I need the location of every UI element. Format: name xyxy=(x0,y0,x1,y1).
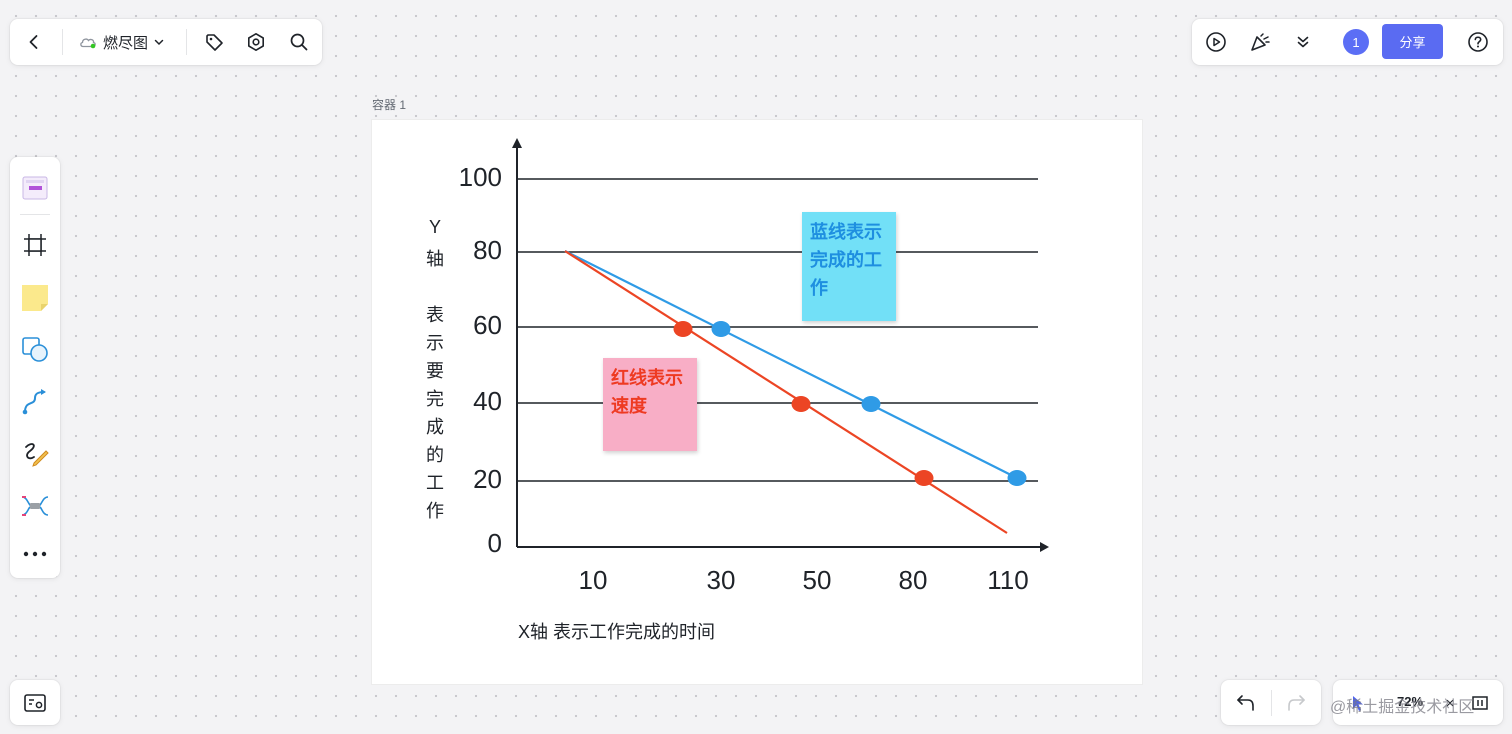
y-axis-label-char: Y xyxy=(428,217,441,237)
zoom-out-icon[interactable]: × xyxy=(1445,694,1455,712)
watermark: @稀土掘金技术社区 xyxy=(1330,699,1475,716)
pen-icon[interactable] xyxy=(20,439,50,469)
document-title-dropdown[interactable]: 燃尽图 xyxy=(78,30,165,54)
minimap-icon[interactable] xyxy=(22,691,48,715)
y-axis-label-char: 工 xyxy=(426,473,444,493)
divider xyxy=(1271,690,1272,716)
more-icon[interactable] xyxy=(20,542,50,566)
cursor-icon[interactable] xyxy=(1347,692,1369,714)
divider xyxy=(62,29,63,55)
share-button[interactable]: 分享 xyxy=(1382,24,1443,59)
top-left-toolbar: 燃尽图 xyxy=(10,19,322,65)
y-axis-label-char: 成 xyxy=(426,417,444,437)
connector-icon[interactable] xyxy=(20,387,50,417)
mindmap-icon[interactable] xyxy=(20,491,50,521)
y-axis-label-char: 作 xyxy=(426,501,444,521)
sticky-note-blue[interactable]: 蓝线表示完成的工作 xyxy=(802,212,896,321)
y-axis-label-char: 表 xyxy=(426,305,444,325)
search-icon[interactable] xyxy=(287,30,311,54)
sticky-note-icon[interactable] xyxy=(20,282,50,314)
y-axis-label-char: 示 xyxy=(426,333,444,353)
redo-icon[interactable] xyxy=(1283,690,1309,716)
y-axis-label-char: 完 xyxy=(426,389,444,409)
celebrate-icon[interactable] xyxy=(1248,30,1272,54)
left-toolbar xyxy=(10,157,60,578)
shape-icon[interactable] xyxy=(20,335,50,365)
tag-icon[interactable] xyxy=(202,30,226,54)
y-axis-label-char: 轴 xyxy=(426,249,444,269)
presentation-play-icon[interactable] xyxy=(1204,30,1228,54)
y-axis-label-char: 要 xyxy=(426,361,444,381)
chevron-down-icon xyxy=(153,36,165,48)
y-axis-label-char: 的 xyxy=(426,445,444,465)
divider xyxy=(20,214,50,215)
cloud-icon xyxy=(78,34,98,50)
template-icon[interactable] xyxy=(20,173,50,203)
document-title: 燃尽图 xyxy=(103,34,149,52)
container-frame[interactable] xyxy=(372,120,1142,684)
zoom-panel: 72% × xyxy=(1333,680,1503,725)
container-label[interactable]: 容器 1 xyxy=(372,98,407,112)
sticky-note-text: 红线表示速度 xyxy=(611,368,683,416)
frame-icon[interactable] xyxy=(20,230,50,260)
back-icon[interactable] xyxy=(22,30,46,54)
zoom-level[interactable]: 72% xyxy=(1397,694,1424,709)
sticky-note-red[interactable]: 红线表示速度 xyxy=(603,358,697,451)
divider xyxy=(186,29,187,55)
sticky-note-text: 蓝线表示完成的工作 xyxy=(810,222,882,298)
undo-icon[interactable] xyxy=(1233,690,1259,716)
double-chevron-down-icon[interactable] xyxy=(1291,30,1315,54)
x-axis-label: X轴 表示工作完成的时间 xyxy=(518,622,716,642)
gear-icon[interactable] xyxy=(244,30,268,54)
help-icon[interactable] xyxy=(1466,30,1490,54)
fit-screen-icon[interactable] xyxy=(1469,692,1491,714)
bottom-left-panel xyxy=(10,680,60,725)
collaborator-avatar[interactable]: 1 xyxy=(1343,29,1369,55)
undo-redo-panel xyxy=(1221,680,1321,725)
top-right-toolbar: 1 分享 xyxy=(1192,19,1503,65)
